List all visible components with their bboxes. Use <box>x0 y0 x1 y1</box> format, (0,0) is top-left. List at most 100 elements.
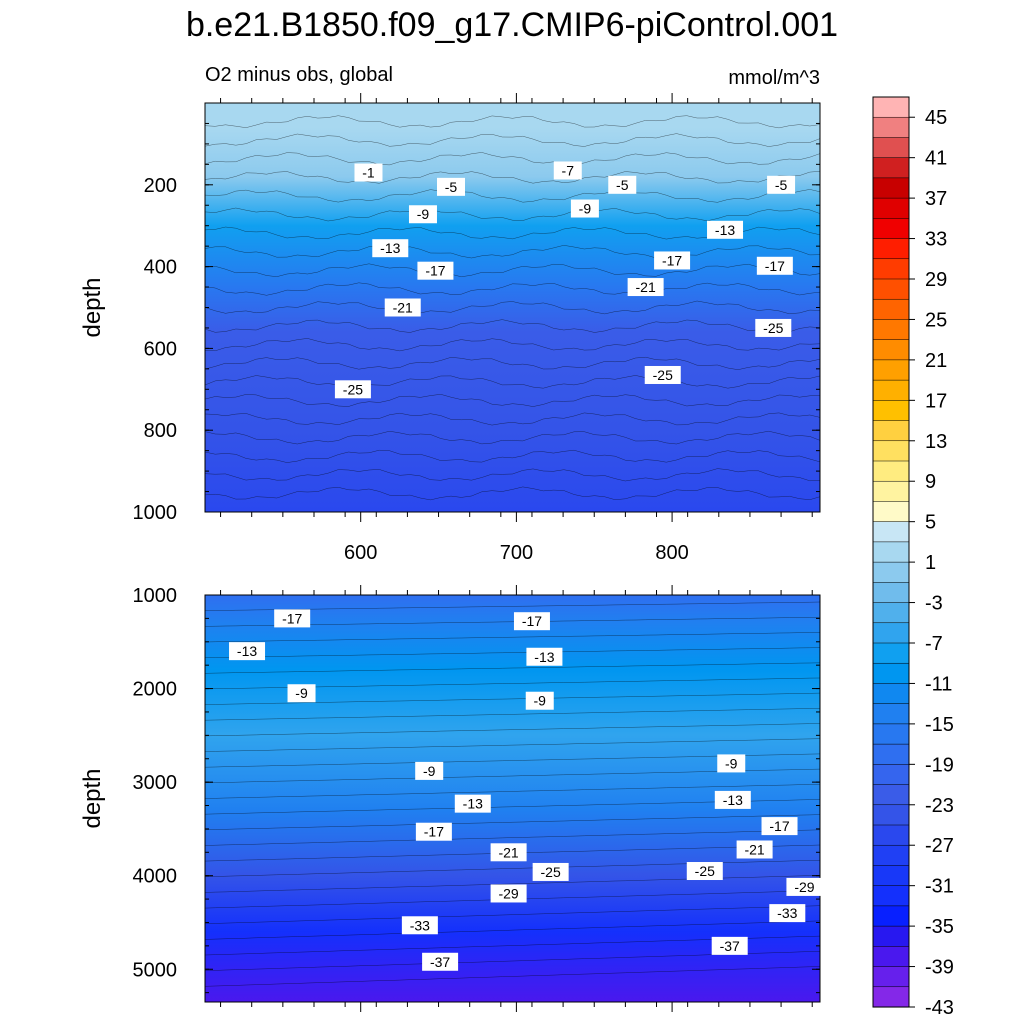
contour-label: -21 <box>736 840 773 859</box>
contour-line <box>205 708 820 721</box>
colorbar-box <box>872 723 910 745</box>
contour-line <box>205 784 820 799</box>
contour-label: -29 <box>786 877 823 896</box>
colorbar-box <box>872 885 910 907</box>
contour-label-text: -25 <box>763 320 783 336</box>
contour-label: -13 <box>714 790 751 809</box>
colorbar-label: 25 <box>925 309 947 331</box>
contour-label-text: -21 <box>744 841 764 857</box>
colorbar-box <box>872 379 910 401</box>
contour-line <box>205 115 820 129</box>
contour-label-box <box>525 691 554 710</box>
contour-line <box>205 723 820 737</box>
contour-label-text: -33 <box>777 905 797 921</box>
y-axis-label: depth <box>79 768 106 828</box>
colorbar-box <box>872 400 910 422</box>
contour-label: -21 <box>627 278 664 297</box>
contour-label-text: -5 <box>616 177 629 193</box>
contour-line <box>205 430 820 445</box>
colorbar-box <box>872 905 910 927</box>
y-tick-label: 800 <box>144 420 177 442</box>
x-tick-label: 700 <box>500 542 533 564</box>
contour-label-box <box>608 175 637 194</box>
contour-label: -17 <box>756 256 793 275</box>
colorbar-box <box>872 824 910 846</box>
contour-line <box>205 338 820 352</box>
colorbar-box <box>872 703 910 725</box>
y-tick-label: 2000 <box>133 679 178 701</box>
colorbar-label: -23 <box>925 795 954 817</box>
colorbar-box <box>872 642 910 664</box>
colorbar-box <box>872 116 910 138</box>
contour-label-text: -21 <box>393 300 413 316</box>
contour-label-box <box>786 877 823 896</box>
colorbar-box <box>872 764 910 786</box>
colorbar-box <box>872 582 910 604</box>
contour-label-box <box>408 205 437 224</box>
colorbar-box <box>872 258 910 280</box>
colorbar-box <box>872 218 910 240</box>
contour-label-text: -9 <box>534 693 547 709</box>
contour-label-box <box>627 278 664 297</box>
colorbar-box <box>872 177 910 199</box>
colorbar-frame <box>872 96 910 1008</box>
contour-label-box <box>422 952 459 971</box>
contour-label-box <box>736 840 773 859</box>
contour-line <box>205 486 820 501</box>
contour-line <box>205 356 820 370</box>
contour-label-box <box>654 251 691 270</box>
contour-label-text: -29 <box>794 879 814 895</box>
colorbar-box <box>872 844 910 866</box>
contour-line <box>205 189 820 203</box>
contour-label-box <box>415 822 452 841</box>
contour-label: -1 <box>354 163 383 182</box>
colorbar-box <box>872 480 910 502</box>
contour-label: -5 <box>437 177 465 196</box>
contour-label-box <box>384 298 421 317</box>
contour-label-box <box>756 256 793 275</box>
contour-label-text: -13 <box>380 240 400 256</box>
contour-line <box>205 632 820 643</box>
contour-line <box>205 375 820 389</box>
colorbar-box <box>872 319 910 341</box>
contour-label-box <box>644 365 681 384</box>
colorbar-box <box>872 804 910 826</box>
contour-label-text: -25 <box>343 381 363 397</box>
contour-line <box>205 319 820 333</box>
colorbar-box <box>872 966 910 988</box>
contour-label: -17 <box>274 609 311 628</box>
colorbar-box <box>872 298 910 320</box>
colorbar-label: -31 <box>925 876 954 898</box>
contour-line <box>205 829 820 846</box>
y-tick-label: 1000 <box>133 502 178 524</box>
colorbar-box <box>872 683 910 705</box>
contour-label-box <box>415 761 444 780</box>
contour-label-text: -13 <box>534 649 554 665</box>
colorbar-label: 13 <box>925 431 947 453</box>
y-axis-label: depth <box>79 277 106 337</box>
contour-label: -37 <box>711 936 748 955</box>
colorbar-label: 45 <box>925 107 947 129</box>
contour-label-box <box>287 684 316 703</box>
contour-label-box <box>570 199 599 218</box>
colorbar: 45 41 37 33 29 25 21 17 13 9 5 1 -3 -7 -11 -15 -19 -23 -27… <box>872 96 954 1019</box>
contour-line <box>205 207 820 222</box>
colorbar-label: -27 <box>925 835 954 857</box>
contour-label-text: -17 <box>425 263 445 279</box>
contour-label-text: -5 <box>445 179 458 195</box>
colorbar-label: 33 <box>925 229 947 251</box>
contour-label-box <box>553 161 582 180</box>
y-tick-label: 1000 <box>133 585 178 607</box>
colorbar-box <box>872 157 910 179</box>
contour-label-box <box>334 380 371 399</box>
contour-line <box>205 692 820 705</box>
contour-label-text: -9 <box>295 685 308 701</box>
colorbar-box <box>872 137 910 159</box>
colorbar-box <box>872 96 910 118</box>
contour-label: -17 <box>513 612 550 631</box>
colorbar-box <box>872 622 910 644</box>
contour-label-text: -5 <box>775 177 788 193</box>
colorbar-label: -3 <box>925 593 943 615</box>
contour-label-text: -7 <box>562 162 575 178</box>
colorbar-box <box>872 946 910 968</box>
